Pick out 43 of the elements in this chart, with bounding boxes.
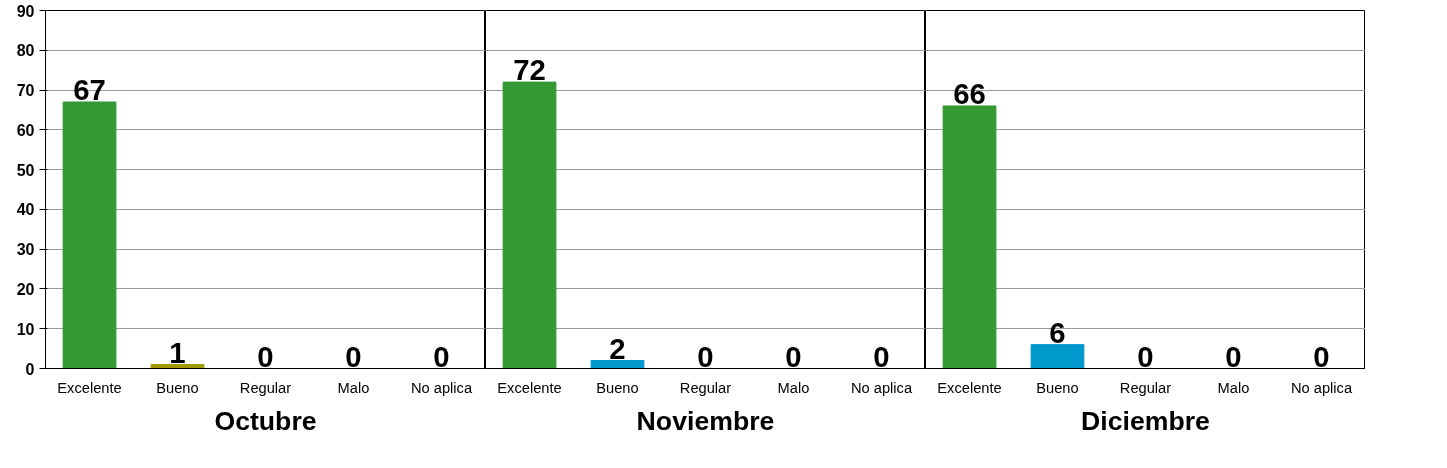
data-label: 6 [1049, 315, 1066, 349]
y-tick-label: 80 [16, 42, 35, 60]
text: Noviembre [636, 405, 775, 436]
x-tick-label: Regular [679, 379, 732, 396]
data-label: 0 [257, 339, 274, 373]
data-label: 1 [169, 335, 186, 369]
x-tick-label: Excelente [937, 379, 1002, 396]
x-tick-label: Malo [1217, 379, 1250, 396]
x-tick-label: Malo [777, 379, 810, 396]
x-tick-label: Regular [1119, 379, 1172, 396]
y-tick-label: 30 [16, 241, 35, 259]
x-tick-label: No aplica [1290, 379, 1353, 396]
x-tick-label: No aplica [850, 379, 913, 396]
y-tick-label: 50 [16, 161, 35, 179]
text: Diciembre [1081, 405, 1210, 436]
data-label: 0 [697, 339, 714, 373]
x-tick-label: Excelente [57, 379, 122, 396]
data-label: 0 [1137, 339, 1154, 373]
y-tick-label: 60 [16, 121, 35, 139]
x-tick-label: Bueno [1036, 379, 1079, 396]
y-tick-label: 0 [25, 360, 35, 378]
text: Octubre [214, 405, 317, 436]
y-tick-label: 20 [16, 280, 35, 298]
y-tick-label: 70 [16, 82, 35, 100]
data-label: 66 [953, 76, 986, 110]
x-tick-label: Excelente [497, 379, 562, 396]
y-tick-label: 40 [16, 201, 35, 219]
x-tick-label: Bueno [156, 379, 199, 396]
data-label: 0 [345, 339, 362, 373]
y-tick-label: 90 [16, 2, 35, 20]
data-label: 0 [433, 339, 450, 373]
data-label: 2 [609, 331, 626, 365]
x-tick-label: Malo [337, 379, 370, 396]
x-tick-label: Bueno [596, 379, 639, 396]
data-label: 67 [73, 72, 106, 106]
data-label: 0 [785, 339, 802, 373]
data-label: 72 [513, 53, 546, 87]
y-tick-label: 10 [16, 320, 35, 338]
data-label: 0 [1313, 339, 1330, 373]
data-label: 0 [873, 339, 890, 373]
x-tick-label: No aplica [410, 379, 473, 396]
x-tick-label: Regular [239, 379, 292, 396]
data-label: 0 [1225, 339, 1242, 373]
